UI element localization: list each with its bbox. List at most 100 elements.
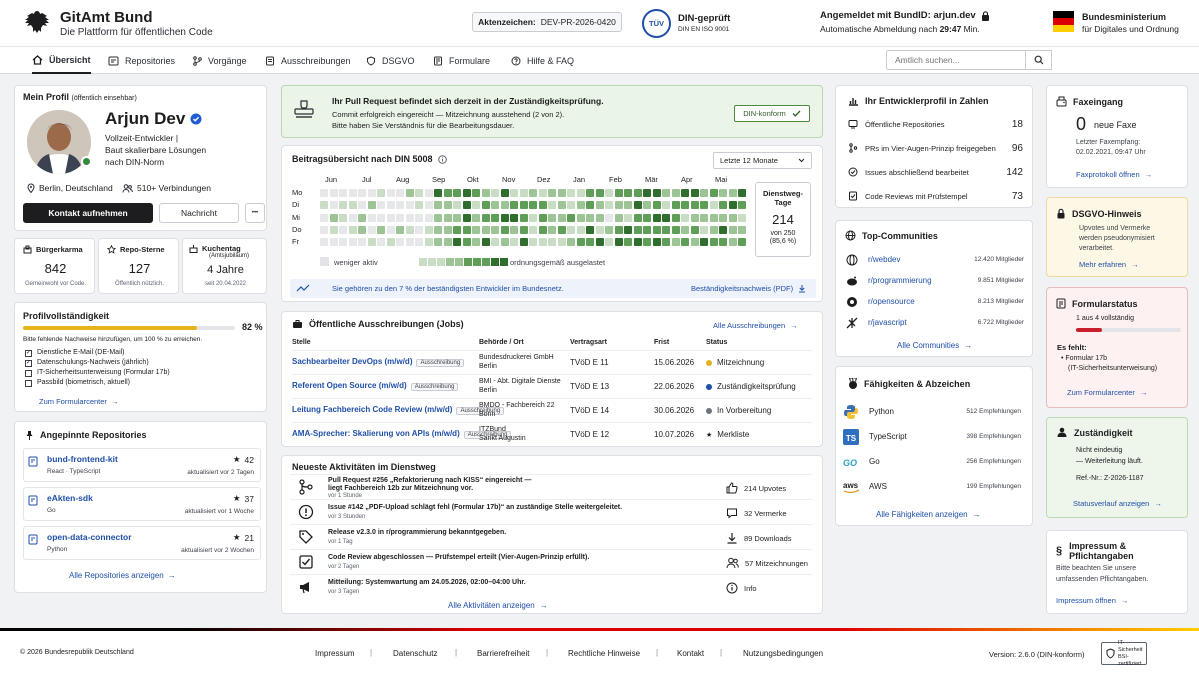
heatmap-cell[interactable]: [567, 201, 575, 210]
heatmap-cell[interactable]: [424, 189, 433, 197]
heatmap-cell[interactable]: [719, 189, 727, 197]
heatmap-cell[interactable]: [339, 189, 347, 197]
heatmap-cell[interactable]: [633, 225, 642, 234]
repo-name[interactable]: bund-frontend-kit: [47, 454, 118, 464]
heatmap-cell[interactable]: [358, 225, 366, 234]
fax-log-link[interactable]: Faxprotokoll öffnen →: [1076, 170, 1152, 179]
heatmap-cell[interactable]: [586, 201, 594, 210]
activity-item[interactable]: Release v2.3.0 in r/programmierung bekan…: [290, 524, 812, 549]
heatmap-cell[interactable]: [481, 238, 490, 247]
footer-link[interactable]: Kontakt: [677, 649, 705, 658]
heatmap-cell[interactable]: [348, 238, 357, 247]
heatmap-cell[interactable]: [681, 238, 689, 247]
heatmap-cell[interactable]: [386, 189, 395, 197]
repo-item[interactable]: bund-frontend-kit React · TypeScript ★ 42 ak…: [23, 448, 261, 482]
community-item[interactable]: r/javascript 6.722 Mitglieder: [846, 316, 1024, 329]
heatmap-cell[interactable]: [671, 238, 680, 247]
heatmap-cell[interactable]: [652, 225, 661, 234]
search-button[interactable]: [1026, 50, 1052, 70]
footer-link[interactable]: Barrierefreiheit: [477, 649, 530, 658]
heatmap-cell[interactable]: [548, 189, 556, 197]
heatmap-cell[interactable]: [529, 213, 537, 222]
heatmap-cell[interactable]: [472, 189, 480, 197]
heatmap-cell[interactable]: [605, 225, 613, 234]
heatmap-cell[interactable]: [633, 189, 642, 197]
table-row[interactable]: Sachbearbeiter DevOps (m/w/d) Ausschreibu…: [292, 350, 812, 374]
dsgvo-more-link[interactable]: Mehr erfahren →: [1079, 260, 1139, 269]
heatmap-cell[interactable]: [557, 189, 566, 197]
heatmap-cell[interactable]: [624, 225, 632, 234]
table-row[interactable]: Leitung Fachbereich Code Review (m/w/d) A…: [292, 398, 812, 422]
heatmap-cell[interactable]: [481, 201, 490, 210]
heatmap-cell[interactable]: [424, 213, 433, 222]
heatmap-cell[interactable]: [662, 189, 670, 197]
heatmap-cell[interactable]: [329, 213, 338, 222]
heatmap-cell[interactable]: [548, 213, 556, 222]
community-item[interactable]: r/opensource 8.213 Mitglieder: [846, 295, 1024, 308]
heatmap-cell[interactable]: [329, 189, 338, 197]
heatmap-cell[interactable]: [396, 238, 404, 247]
heatmap-cell[interactable]: [358, 213, 366, 222]
checklist-item[interactable]: ✓ Datenschulungs-Nachweis (jährlich): [25, 358, 170, 368]
formcenter-link[interactable]: Zum Formularcenter →: [39, 397, 118, 406]
activity-metric[interactable]: Info: [726, 582, 757, 594]
heatmap-cell[interactable]: [519, 189, 528, 197]
heatmap-cell[interactable]: [681, 225, 689, 234]
heatmap-cell[interactable]: [614, 225, 623, 234]
heatmap-cell[interactable]: [576, 238, 585, 247]
heatmap-cell[interactable]: [605, 201, 613, 210]
heatmap-cell[interactable]: [614, 213, 623, 222]
heatmap-cell[interactable]: [595, 238, 604, 247]
heatmap-cell[interactable]: [453, 225, 461, 234]
heatmap-cell[interactable]: [434, 225, 442, 234]
heatmap-cell[interactable]: [728, 238, 737, 247]
heatmap-cell[interactable]: [567, 225, 575, 234]
heatmap-cell[interactable]: [652, 201, 661, 210]
heatmap-cell[interactable]: [367, 213, 376, 222]
footer-link[interactable]: Nutzungsbedingungen: [743, 649, 824, 658]
checkbox-checked-icon[interactable]: ✓: [25, 349, 32, 357]
heatmap-cell[interactable]: [738, 238, 746, 247]
heatmap-cell[interactable]: [548, 238, 556, 247]
heatmap-cell[interactable]: [614, 189, 623, 197]
heatmap-cell[interactable]: [624, 213, 632, 222]
heatmap-cell[interactable]: [557, 225, 566, 234]
all-activities-link[interactable]: Alle Aktivitäten anzeigen →: [448, 601, 548, 610]
heatmap-cell[interactable]: [557, 201, 566, 210]
footer-link[interactable]: Impressum: [315, 649, 355, 658]
heatmap-cell[interactable]: [576, 225, 585, 234]
heatmap-cell[interactable]: [728, 213, 737, 222]
heatmap-cell[interactable]: [681, 201, 689, 210]
heatmap-cell[interactable]: [339, 213, 347, 222]
heatmap-cell[interactable]: [339, 201, 347, 210]
heatmap-cell[interactable]: [491, 189, 499, 197]
heatmap-cell[interactable]: [424, 238, 433, 247]
heatmap-cell[interactable]: [386, 225, 395, 234]
community-name[interactable]: r/programmierung: [868, 276, 932, 285]
table-row[interactable]: Referent Open Source (m/w/d) Ausschreibun…: [292, 374, 812, 398]
job-title-link[interactable]: Leitung Fachbereich Code Review (m/w/d): [292, 405, 453, 414]
heatmap-cell[interactable]: [377, 213, 385, 222]
checkbox-empty-icon[interactable]: [25, 379, 32, 387]
message-button[interactable]: Nachricht: [159, 203, 239, 223]
heatmap-cell[interactable]: [700, 238, 708, 247]
heatmap-cell[interactable]: [500, 238, 509, 247]
heatmap-cell[interactable]: [719, 201, 727, 210]
more-button[interactable]: •••: [245, 203, 265, 223]
heatmap-cell[interactable]: [462, 213, 471, 222]
heatmap-cell[interactable]: [415, 225, 423, 234]
job-title-link[interactable]: AMA-Sprecher: Skalierung von APIs (m/w/d…: [292, 429, 460, 438]
heatmap-cell[interactable]: [614, 238, 623, 247]
heatmap-cell[interactable]: [510, 189, 518, 197]
heatmap-cell[interactable]: [709, 238, 718, 247]
heatmap-cell[interactable]: [671, 201, 680, 210]
tab-uebersicht[interactable]: Übersicht: [32, 47, 91, 74]
heatmap-cell[interactable]: [434, 189, 442, 197]
heatmap-cell[interactable]: [453, 213, 461, 222]
heatmap-cell[interactable]: [643, 201, 651, 210]
heatmap-cell[interactable]: [415, 201, 423, 210]
heatmap-cell[interactable]: [329, 201, 338, 210]
heatmap-cell[interactable]: [424, 225, 433, 234]
heatmap-cell[interactable]: [728, 225, 737, 234]
avatar[interactable]: [27, 110, 91, 174]
